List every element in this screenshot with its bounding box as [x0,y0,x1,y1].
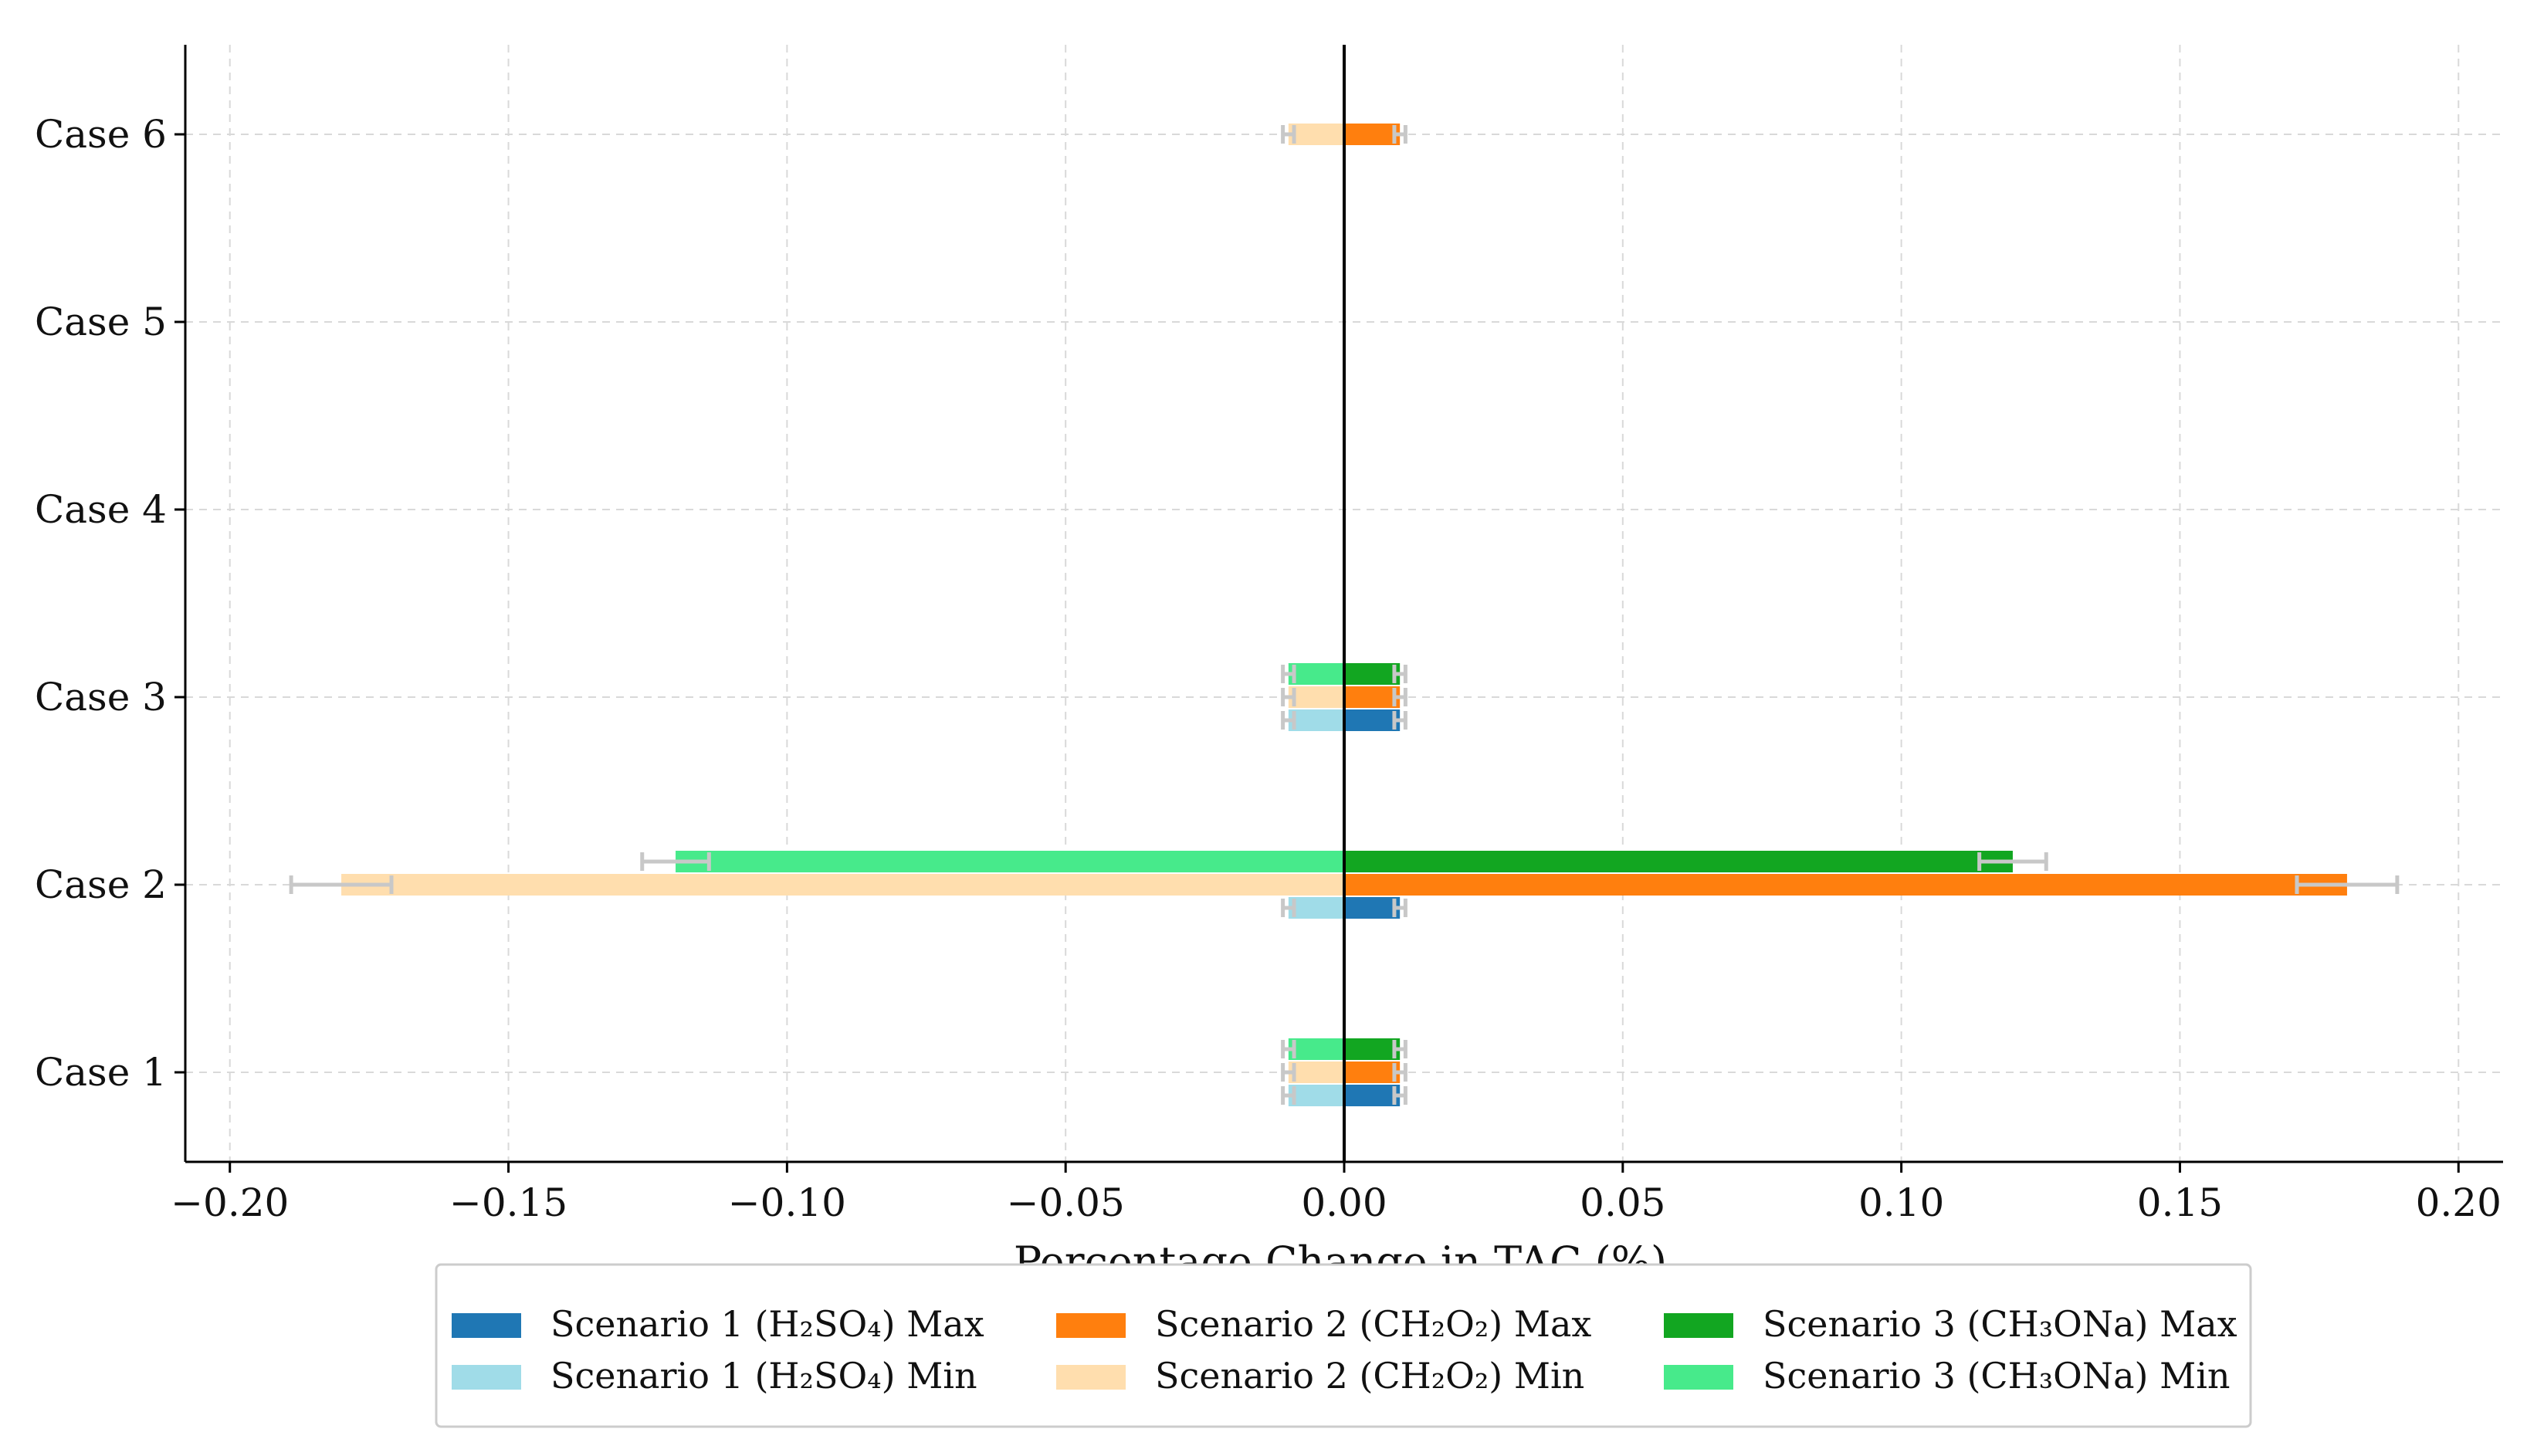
legend-entry: Scenario 2 (CH₂O₂) Min [1155,1355,1584,1397]
bar-2-min-case-2 [341,874,1345,896]
legend-swatch [1056,1365,1126,1390]
bar-3-max-case-1 [1344,1038,1401,1060]
bar-2-min-case-6 [1288,124,1344,145]
y-tick-label: Case 2 [35,862,167,907]
legend-entry: Scenario 3 (CH₃ONa) Max [1763,1303,2237,1345]
x-tick-label: −0.15 [449,1180,567,1225]
bar-3-max-case-2 [1344,851,2013,872]
legend-entry: Scenario 1 (H₂SO₄) Max [550,1303,984,1345]
bar-1-max-case-3 [1344,709,1401,731]
bar-1-min-case-3 [1288,709,1344,731]
bar-1-max-case-2 [1344,897,1401,919]
y-tick-label: Case 1 [35,1050,167,1095]
legend-swatch [452,1313,521,1338]
x-tick-label: −0.20 [171,1180,289,1225]
bar-2-min-case-3 [1288,686,1344,708]
y-tick-label: Case 5 [35,300,167,344]
legend-swatch [1664,1365,1733,1390]
bar-1-min-case-1 [1288,1085,1344,1106]
x-tick-label: −0.05 [1007,1180,1125,1225]
bar-3-min-case-1 [1288,1038,1344,1060]
legend-box [435,1263,2252,1428]
x-tick-label: 0.10 [1858,1180,1944,1225]
legend-entry: Scenario 3 (CH₃ONa) Min [1763,1355,2231,1397]
legend-entry: Scenario 1 (H₂SO₄) Min [550,1355,977,1397]
legend-swatch [1664,1313,1733,1338]
bar-2-max-case-2 [1344,874,2347,896]
bar-1-max-case-1 [1344,1085,1401,1106]
bar-2-min-case-1 [1288,1062,1344,1083]
x-tick-label: 0.00 [1301,1180,1387,1225]
legend-entry: Scenario 2 (CH₂O₂) Max [1155,1303,1591,1345]
legend-swatch [1056,1313,1126,1338]
bar-3-min-case-3 [1288,663,1344,685]
bar-1-min-case-2 [1288,897,1344,919]
bar-2-max-case-1 [1344,1062,1401,1083]
bar-2-max-case-3 [1344,686,1401,708]
legend-swatch [452,1365,521,1390]
y-tick-label: Case 4 [35,487,167,532]
bar-3-min-case-2 [676,851,1344,872]
y-tick-label: Case 3 [35,675,167,720]
x-tick-label: 0.20 [2416,1180,2502,1225]
bar-3-max-case-3 [1344,663,1401,685]
x-tick-label: −0.10 [728,1180,846,1225]
x-tick-label: 0.15 [2137,1180,2223,1225]
x-tick-label: 0.05 [1580,1180,1665,1225]
y-tick-label: Case 6 [35,112,167,157]
bar-2-max-case-6 [1344,124,1401,145]
